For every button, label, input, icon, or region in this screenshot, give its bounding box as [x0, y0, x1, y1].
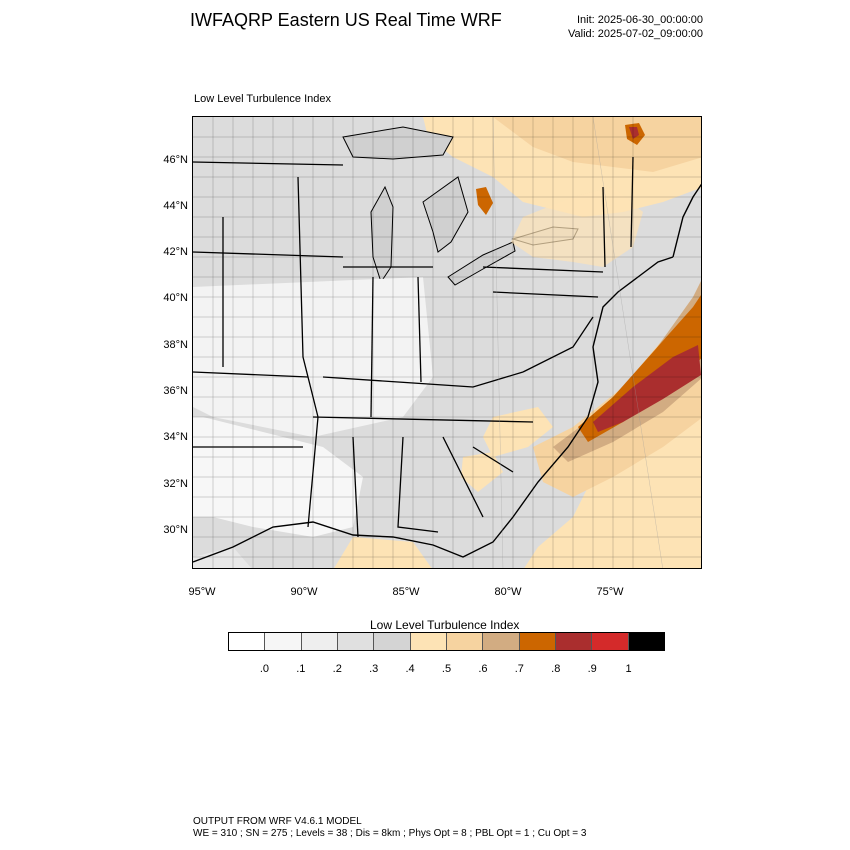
lon-label: 80°W	[494, 586, 522, 598]
lat-label: 30°N	[163, 524, 188, 536]
colorbar-swatch	[337, 633, 375, 650]
atlantic-brick	[593, 345, 701, 432]
colorbar-label: .5	[441, 663, 452, 675]
carolina-peach	[483, 407, 553, 457]
init-time: Init: 2025-06-30_00:00:00	[577, 14, 703, 26]
model-info: OUTPUT FROM WRF V4.6.1 MODEL	[193, 816, 362, 827]
valid-time: Valid: 2025-07-02_09:00:00	[568, 28, 703, 40]
lat-label: 42°N	[163, 246, 188, 258]
lon-label: 95°W	[188, 586, 216, 598]
colorbar-title: Low Level Turbulence Index	[370, 618, 520, 632]
model-config: WE = 310 ; SN = 275 ; Levels = 38 ; Dis …	[193, 828, 587, 839]
lat-label: 38°N	[163, 339, 188, 351]
lon-label: 85°W	[392, 586, 420, 598]
georgia-peach	[461, 452, 503, 492]
lat-label: 46°N	[163, 154, 188, 166]
map-svg	[193, 117, 701, 568]
colorbar-label: .4	[405, 663, 415, 675]
orange-spot-georgian-bay	[476, 187, 493, 215]
colorbar-label: .0	[259, 663, 269, 675]
colorbar-label: .8	[551, 663, 561, 675]
colorbar-swatch	[483, 633, 520, 650]
gulf-gray	[193, 547, 252, 568]
lat-label: 36°N	[163, 385, 188, 397]
colorbar-swatch	[446, 633, 484, 650]
county-lines	[193, 117, 701, 568]
lon-label: 75°W	[596, 586, 624, 598]
colorbar-label: .1	[296, 663, 306, 675]
colorbar-swatch	[519, 633, 556, 650]
colorbar-label: .2	[332, 663, 342, 675]
colorbar-swatch	[410, 633, 447, 650]
colorbar-label: .3	[369, 663, 379, 675]
colorbar-swatch	[265, 633, 302, 650]
lake-erie	[447, 241, 516, 286]
colorbar-swatch	[555, 633, 593, 650]
lat-label: 34°N	[163, 431, 188, 443]
colorbar-label: .6	[478, 663, 488, 675]
colorbar	[228, 632, 665, 651]
colorbar-swatch	[301, 633, 338, 650]
lat-label: 44°N	[163, 200, 188, 212]
page-title: IWFAQRP Eastern US Real Time WRF	[190, 10, 502, 30]
turbulence-map[interactable]	[192, 116, 702, 569]
colorbar-label: .9	[587, 663, 597, 675]
red-spot-ne	[629, 127, 639, 139]
panel-title: Low Level Turbulence Index	[194, 93, 331, 105]
colorbar-swatch	[592, 633, 629, 650]
colorbar-swatch	[374, 633, 411, 650]
colorbar-label: 1	[625, 663, 632, 675]
colorbar-label: .7	[514, 663, 524, 675]
lon-label: 90°W	[290, 586, 318, 598]
gulf-peach	[334, 537, 432, 568]
graticule	[492, 117, 663, 568]
colorbar-swatch	[229, 633, 266, 650]
lat-label: 40°N	[163, 292, 188, 304]
northeast-peach	[511, 187, 643, 267]
lat-label: 32°N	[163, 478, 188, 490]
colorbar-swatch	[628, 633, 664, 650]
atlantic-orange	[578, 295, 701, 442]
